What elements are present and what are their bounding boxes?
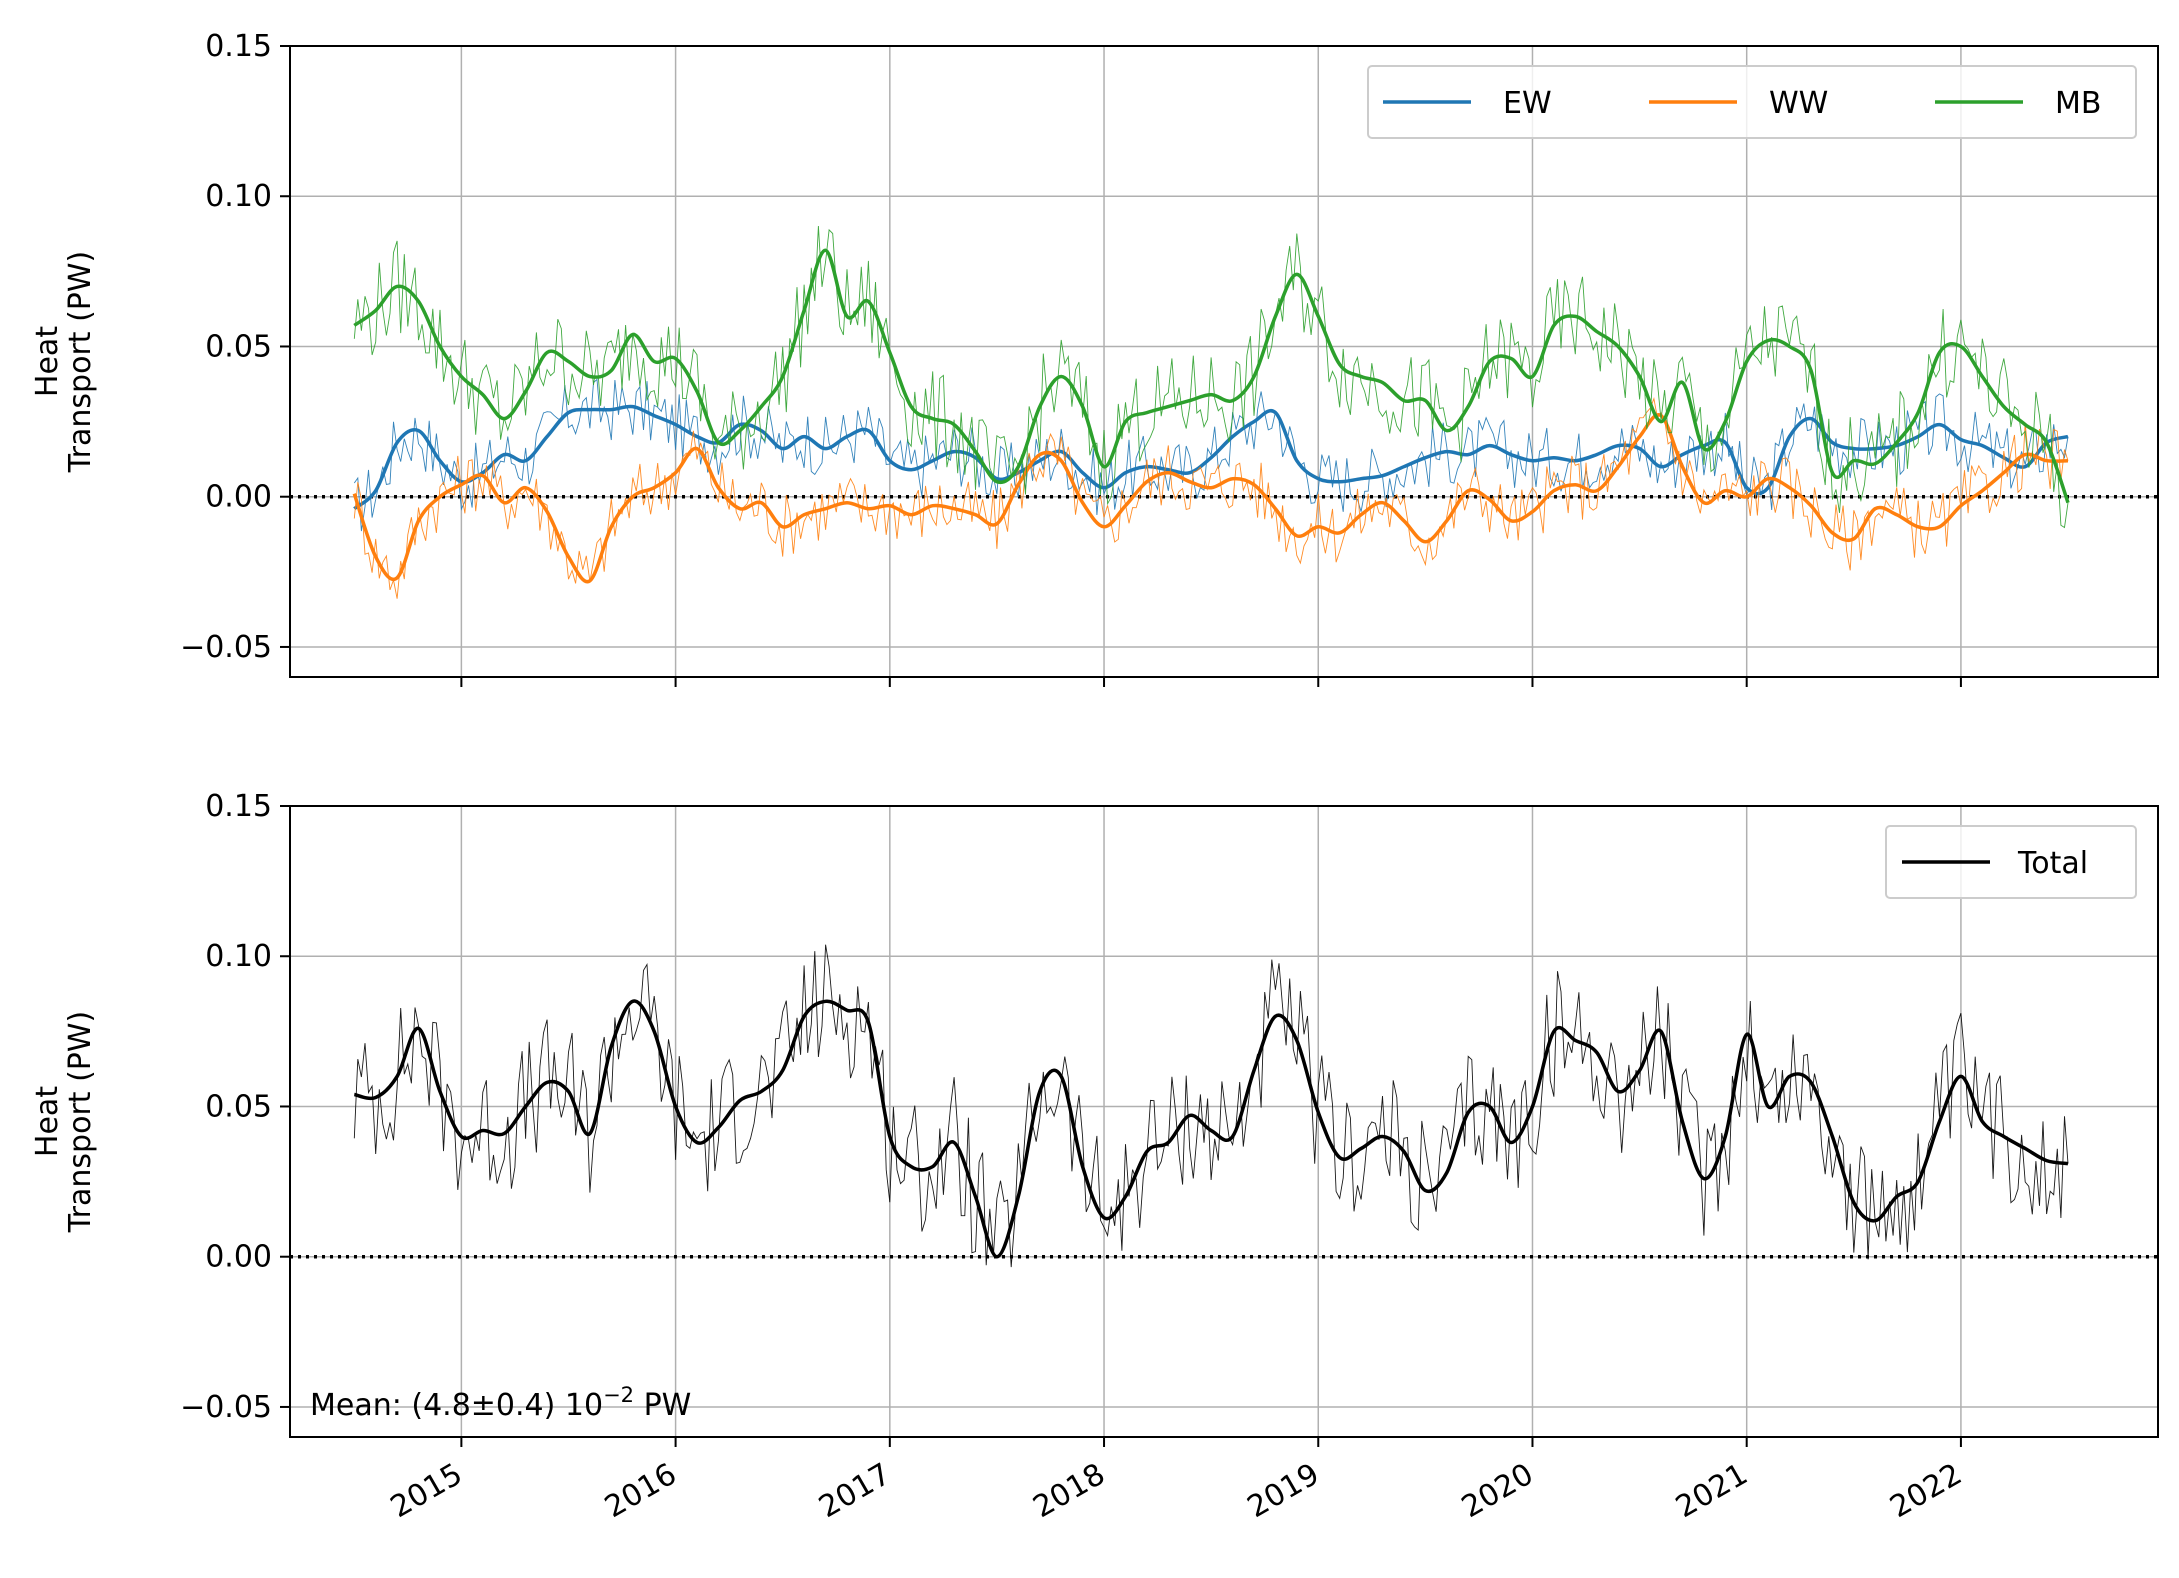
bottom-ytick-label-4: 0.15	[205, 789, 272, 824]
top-ticks: −0.05 0.00 0.05 0.10 0.15	[180, 29, 1962, 687]
top-series-ww-line	[352, 413, 2069, 584]
bottom-axes-frame	[289, 805, 2159, 1438]
top-series-mb-raw	[353, 225, 2069, 529]
top-series-ew-line	[353, 404, 2069, 511]
bottom-ytick-label-1: 0.00	[205, 1240, 272, 1275]
bottom-ytick-label-2: 0.05	[205, 1089, 272, 1124]
mean-annotation: Mean: (4.8±0.4) 10−2 PW	[310, 1383, 691, 1423]
top-panel: −0.05 0.00 0.05 0.10 0.15 Heat Transport (PW…	[30, 29, 2159, 687]
top-ytick-label-1: 0.00	[205, 480, 272, 515]
top-axes-frame	[289, 45, 2159, 678]
mean-annotation-prefix: Mean: (4.8±0.4) 10	[310, 1388, 603, 1423]
top-ytick-label-3: 0.10	[205, 179, 272, 214]
top-legend-box	[1367, 65, 2137, 139]
top-legend: EW WW MB	[1367, 65, 2137, 139]
top-series-ww-raw	[353, 397, 2069, 599]
legend-label-ew: EW	[1503, 86, 1552, 121]
bottom-series-total-line	[353, 999, 2069, 1259]
bottom-series	[353, 944, 2069, 1268]
mean-annotation-suffix: PW	[634, 1388, 691, 1423]
top-series	[352, 225, 2070, 599]
top-ylabel-line-1: Heat	[30, 326, 65, 397]
top-ytick-label-4: 0.15	[205, 29, 272, 64]
bottom-ylabel-line-1: Heat	[30, 1086, 65, 1157]
top-ytick-label-2: 0.05	[205, 329, 272, 364]
legend-label-ww: WW	[1769, 86, 1828, 121]
bottom-ytick-label-0: −0.05	[180, 1390, 272, 1425]
bottom-ylabel-line-2: Transport (PW)	[63, 1011, 98, 1233]
mean-annotation-exponent: −2	[603, 1383, 634, 1407]
bottom-legend: Total	[1885, 825, 2137, 899]
top-series-ew-raw	[353, 378, 2069, 532]
top-series-mb-line	[353, 248, 2070, 504]
bottom-legend-box	[1885, 825, 2137, 899]
legend-label-total: Total	[2017, 846, 2088, 881]
bottom-ytick-label-3: 0.10	[205, 939, 272, 974]
bottom-series-total-raw	[353, 944, 2069, 1268]
top-ytick-label-0: −0.05	[180, 630, 272, 665]
top-ylabel-line-2: Transport (PW)	[63, 251, 98, 473]
legend-label-mb: MB	[2055, 86, 2101, 121]
